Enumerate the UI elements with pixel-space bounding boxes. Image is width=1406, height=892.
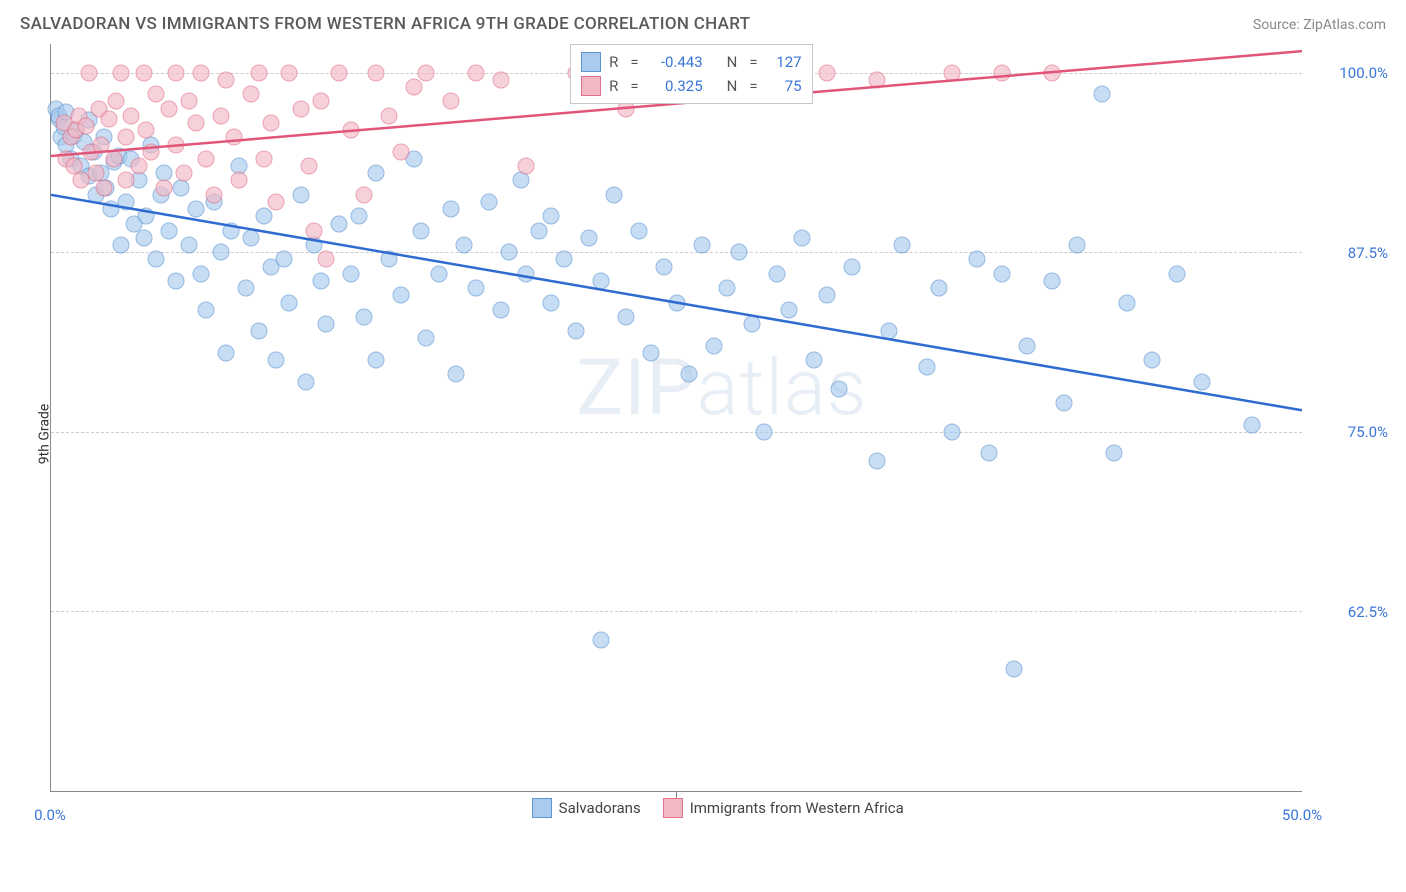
stat-N-label: N [727,74,738,98]
legend-swatch [532,798,552,818]
plot-area: ZIPatlas R=-0.443N=127R=0.325N=75 [50,44,1302,792]
eq-sign: = [749,50,757,74]
eq-sign: = [749,74,757,98]
stat-R-value: -0.443 [647,50,703,74]
legend-item: Salvadorans [532,798,641,818]
series-swatch [581,76,601,96]
trend-overlay [51,44,1302,791]
legend-item: Immigrants from Western Africa [663,798,904,818]
stat-N-label: N [727,50,738,74]
x-tick-label: 50.0% [1282,806,1322,824]
x-tick-label: 0.0% [34,806,66,824]
stat-R-value: 0.325 [647,74,703,98]
stat-row: R = -0.443 N = 127 [581,50,801,74]
stat-N-value: 127 [766,50,802,74]
eq-sign: = [630,74,638,98]
chart-legend: Salvadorans Immigrants from Western Afric… [532,798,904,818]
eq-sign: = [630,50,638,74]
stat-N-value: 75 [766,74,802,98]
chart-container: 9th Grade ZIPatlas R=-0.443N=127R=0.325N… [50,44,1388,824]
y-tick-label: 87.5% [1306,244,1388,262]
y-tick-label: 75.0% [1306,423,1388,441]
stat-R-label: R [609,50,618,74]
legend-swatch [663,798,683,818]
legend-label: Immigrants from Western Africa [690,799,904,817]
correlation-stats-box: R = -0.443 N = 127 R = 0.325 N = 75 [570,44,812,104]
stat-row: R = 0.325 N = 75 [581,74,801,98]
legend-label: Salvadorans [559,799,641,817]
chart-source: Source: ZipAtlas.com [1253,17,1386,33]
chart-title: SALVADORAN VS IMMIGRANTS FROM WESTERN AF… [20,14,750,34]
y-tick-label: 62.5% [1306,603,1388,621]
series-swatch [581,52,601,72]
stat-R-label: R [609,74,618,98]
y-tick-label: 100.0% [1306,64,1388,82]
